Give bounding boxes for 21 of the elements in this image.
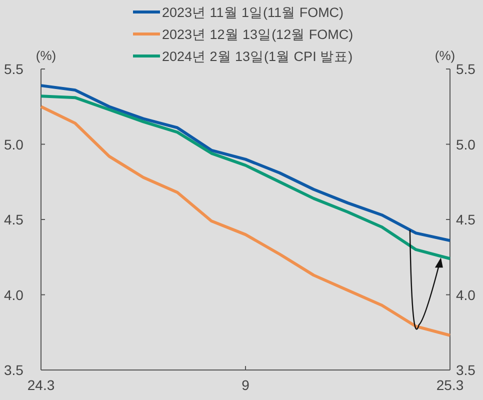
line-series: [40, 105, 452, 337]
legend-label: 2023년 11월 1일(11월 FOMC): [162, 5, 344, 20]
y2-tick-label: 3.5: [456, 362, 476, 378]
y2-tick-label: 5.0: [456, 136, 476, 152]
x-tick-label: 9: [242, 377, 250, 393]
y2-tick-label: 4.0: [456, 286, 476, 303]
y-tick-label: 4.0: [4, 286, 24, 303]
line-series: [40, 94, 452, 260]
y2-axis-title: (%): [434, 48, 456, 63]
y-tick-label: 3.5: [4, 362, 24, 378]
legend-label: 2024년 2월 13일(1월 CPI 발표): [162, 49, 353, 64]
y-tick-label: 4.5: [4, 212, 24, 228]
line-series: [40, 84, 452, 242]
x-tick-label: 25.3: [436, 377, 464, 393]
y-tick-label: 5.5: [4, 61, 24, 77]
legend-label: 2023년 12월 13일(12월 FOMC): [162, 27, 354, 42]
x-tick-label: 24.3: [27, 377, 55, 393]
y2-tick-label: 5.5: [456, 61, 476, 77]
y-tick-label: 5.0: [4, 136, 24, 152]
y2-tick-label: 4.5: [456, 212, 476, 228]
y-axis-title: (%): [36, 48, 56, 63]
